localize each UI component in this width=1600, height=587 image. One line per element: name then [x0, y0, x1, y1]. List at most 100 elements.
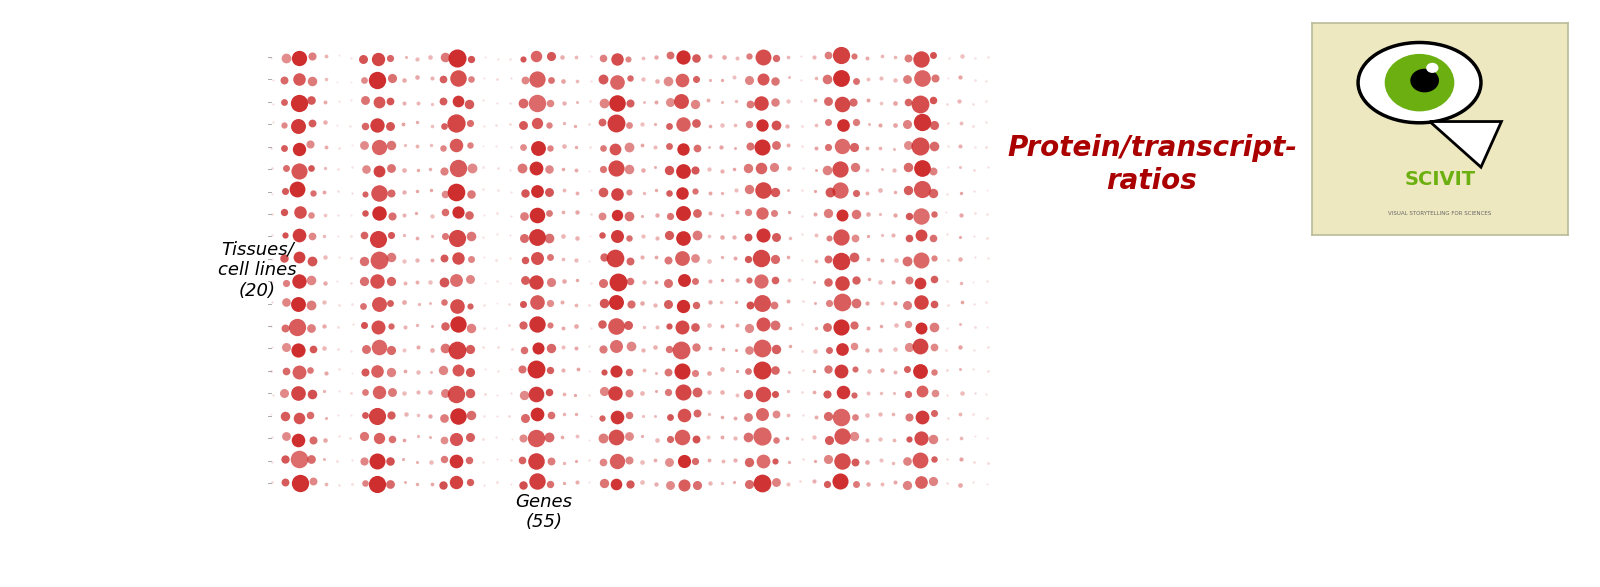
Point [936, 53, 962, 63]
Point [749, 98, 774, 107]
Point [736, 120, 762, 129]
Point [589, 117, 614, 127]
Point [550, 164, 576, 174]
Point [856, 366, 882, 376]
Point [856, 120, 882, 129]
Point [379, 435, 405, 444]
Point [523, 390, 549, 399]
Point [418, 164, 443, 173]
Point [499, 479, 525, 488]
Point [483, 120, 509, 130]
Point [682, 253, 707, 262]
Point [803, 74, 829, 83]
Point [974, 458, 1000, 467]
Point [723, 276, 749, 285]
Point [510, 480, 536, 490]
Point [882, 75, 907, 85]
Point [869, 52, 894, 61]
Point [261, 391, 286, 400]
Point [947, 119, 973, 128]
Point [352, 321, 378, 330]
Point [710, 432, 736, 441]
Point [430, 74, 456, 83]
Point [523, 254, 549, 263]
Point [538, 321, 563, 330]
Point [366, 433, 392, 443]
Point [963, 76, 989, 85]
Point [658, 211, 683, 221]
Point [909, 477, 934, 487]
Point [326, 322, 352, 332]
Point [894, 119, 920, 128]
Point [696, 410, 722, 419]
Point [854, 346, 880, 355]
Point [365, 322, 390, 331]
Point [483, 255, 509, 265]
Point [563, 97, 589, 107]
Point [698, 188, 723, 198]
Point [854, 53, 880, 63]
Point [312, 368, 338, 377]
Point [538, 278, 563, 287]
Point [763, 436, 789, 445]
Point [285, 389, 310, 398]
Point [603, 432, 629, 441]
Point [947, 480, 973, 490]
Point [934, 208, 960, 217]
Point [366, 208, 392, 218]
Point [350, 140, 376, 150]
Point [643, 368, 669, 377]
Point [379, 346, 405, 355]
Point [685, 387, 710, 397]
Point [314, 51, 339, 60]
Point [696, 433, 722, 442]
Point [510, 163, 536, 173]
Point [722, 434, 747, 443]
Point [907, 455, 933, 464]
Point [590, 433, 616, 443]
Point [430, 365, 456, 375]
Point [854, 410, 880, 419]
Point [670, 144, 696, 154]
Point [274, 53, 299, 63]
Point [538, 479, 563, 488]
Point [934, 99, 960, 109]
Point [603, 253, 629, 262]
Point [934, 413, 960, 423]
Point [973, 142, 998, 151]
Point [709, 97, 734, 107]
Point [510, 143, 536, 152]
Point [432, 52, 458, 61]
Point [734, 412, 760, 421]
Point [470, 434, 496, 443]
Point [750, 185, 776, 194]
Point [827, 367, 853, 376]
Point [603, 366, 629, 376]
Point [458, 432, 483, 441]
Point [392, 323, 418, 332]
Point [523, 75, 549, 84]
Point [882, 388, 907, 397]
Point [854, 480, 880, 489]
Point [456, 210, 482, 220]
Point [565, 365, 590, 374]
Point [616, 55, 642, 64]
Point [352, 344, 378, 353]
Point [709, 412, 734, 421]
Point [709, 232, 734, 242]
Point [736, 254, 762, 263]
Point [616, 368, 642, 377]
Point [576, 436, 602, 445]
Point [698, 276, 723, 285]
Point [472, 389, 498, 399]
Point [352, 208, 378, 217]
Point [419, 321, 445, 330]
Point [365, 456, 390, 465]
Point [523, 297, 549, 306]
Point [880, 458, 906, 467]
Point [722, 73, 747, 82]
Point [259, 298, 285, 307]
Point [326, 431, 352, 441]
Point [685, 230, 710, 239]
Point [776, 73, 802, 82]
